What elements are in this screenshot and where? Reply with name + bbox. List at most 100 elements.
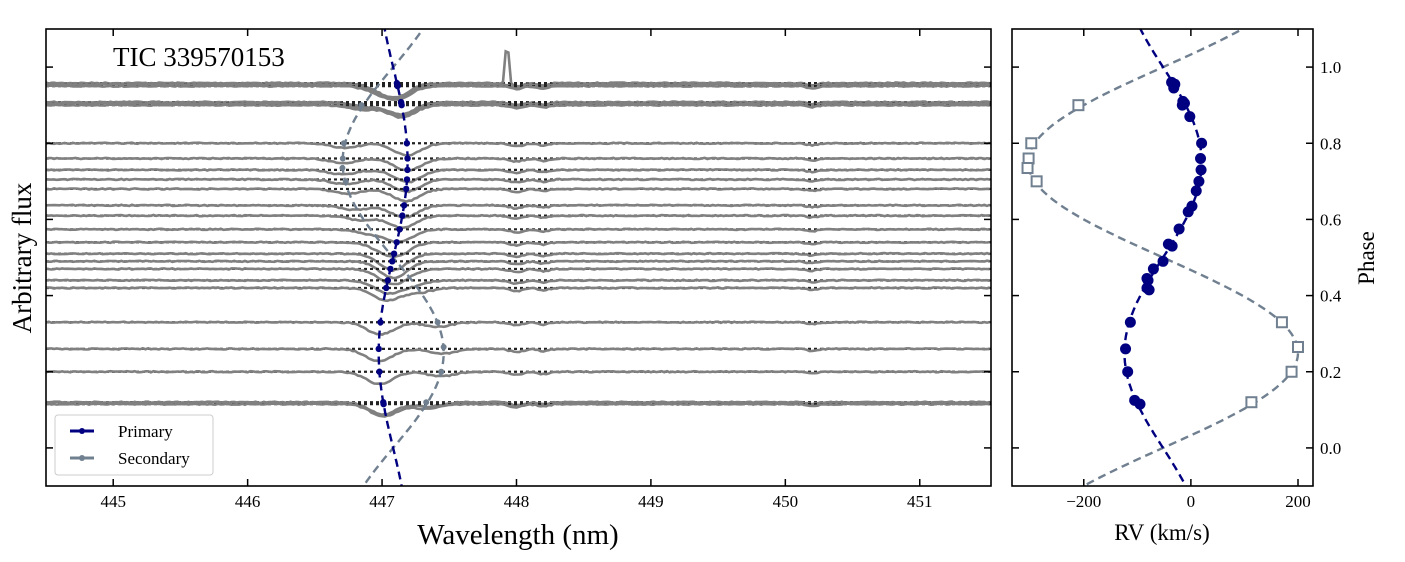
axes: 445 446 447 448 449 450 451 −200 0 200 0.0 0.2 0.4 0.… — [46, 29, 1342, 511]
spectrum-line — [46, 203, 991, 220]
primary-rv-point — [1122, 366, 1134, 378]
phase-tick-label: 0.8 — [1320, 134, 1341, 153]
rv-tick-label: 200 — [1285, 492, 1311, 511]
x-tick-label: 445 — [100, 492, 126, 511]
phase-tick-label: 0.4 — [1320, 287, 1342, 306]
legend-secondary-marker — [79, 455, 85, 461]
secondary-rv-point — [1245, 396, 1258, 409]
primary-rv-point — [1176, 99, 1188, 111]
spectra-panel-marks — [46, 29, 991, 486]
primary-line-marker — [400, 202, 408, 209]
spectrum-line — [46, 167, 990, 184]
primary-line-marker — [393, 239, 400, 246]
spectrum-line — [46, 402, 990, 418]
primary-model-curve — [377, 29, 409, 486]
primary-rv-point — [1184, 111, 1196, 123]
phase-axis-label: Phase — [1354, 231, 1379, 285]
secondary-line-marker — [440, 343, 447, 350]
primary-rv-point — [1190, 185, 1202, 197]
secondary-rv-curve — [1026, 29, 1300, 486]
spectrum-line — [46, 187, 990, 203]
primary-line-marker — [399, 212, 406, 219]
spectrum-line — [46, 240, 990, 258]
primary-line-marker — [382, 284, 390, 292]
spectra-panel-frame — [45, 28, 992, 487]
primary-rv-point — [1166, 240, 1178, 252]
secondary-rv-point — [1025, 137, 1038, 150]
primary-line-marker — [394, 82, 401, 90]
spectrum-line — [46, 156, 990, 172]
spectrum-line — [46, 278, 990, 296]
primary-rv-point — [1120, 343, 1132, 355]
spectrum-line — [46, 346, 990, 363]
primary-line-marker — [389, 258, 396, 265]
spectrum-line — [46, 101, 991, 118]
primary-line-marker — [387, 265, 394, 273]
rv-panel-frame — [1011, 28, 1314, 487]
primary-rv-point — [1173, 223, 1185, 235]
legend-box — [54, 414, 214, 476]
spectrum-line — [46, 267, 990, 286]
primary-rv-point — [1143, 284, 1155, 296]
primary-line-marker — [376, 368, 383, 375]
primary-rv-point — [1193, 175, 1205, 187]
primary-line-marker — [403, 176, 411, 183]
primary-line-marker — [384, 277, 392, 284]
secondary-line-marker — [434, 319, 441, 326]
x-axis-label: Wavelength (nm) — [417, 519, 618, 551]
legend-primary-label: Primary — [118, 422, 173, 441]
chart-title: TIC 339570153 — [113, 42, 285, 72]
secondary-rv-point — [1285, 365, 1298, 378]
spectrum-line — [46, 141, 991, 157]
secondary-line-marker — [339, 165, 346, 172]
spectrum-line — [46, 84, 990, 102]
legend: Primary Secondary — [54, 414, 214, 476]
secondary-rv-point — [1022, 152, 1035, 165]
secondary-line-marker — [358, 102, 365, 109]
secondary-rv-point — [1021, 162, 1034, 175]
secondary-rv-point — [1292, 340, 1305, 353]
secondary-rv-point — [1275, 316, 1288, 329]
spectrum-line — [46, 286, 991, 303]
x-tick-label: 451 — [907, 492, 933, 511]
x-tick-label: 449 — [638, 492, 664, 511]
x-tick-label: 450 — [773, 492, 799, 511]
secondary-line-marker — [342, 178, 349, 185]
primary-line-marker — [377, 319, 384, 326]
phase-tick-label: 0.0 — [1320, 439, 1341, 458]
secondary-line-marker — [340, 140, 347, 147]
spectrum-line — [46, 213, 990, 230]
phase-tick-label: 1.0 — [1320, 58, 1341, 77]
primary-line-marker — [403, 185, 410, 193]
primary-rv-point — [1182, 206, 1194, 218]
primary-rv-point — [1195, 164, 1207, 176]
primary-line-marker — [404, 166, 411, 174]
rv-panel-marks — [1021, 29, 1305, 486]
rv-tick-label: −200 — [1066, 492, 1101, 511]
spectrum-line — [46, 320, 991, 337]
spectrum-line — [46, 251, 991, 273]
x-tick-label: 448 — [504, 492, 530, 511]
spectrum-line — [46, 227, 990, 244]
phase-tick-label: 0.2 — [1320, 363, 1341, 382]
primary-line-marker — [403, 140, 411, 147]
secondary-line-marker — [339, 155, 346, 162]
spectrum-line — [46, 259, 990, 280]
secondary-rv-point — [1072, 99, 1085, 112]
spectrum-line — [46, 369, 990, 386]
primary-rv-point — [1195, 152, 1207, 164]
primary-rv-point — [1157, 255, 1169, 267]
spectrum-line — [46, 400, 991, 417]
x-tick-label: 446 — [235, 492, 261, 511]
primary-rv-point — [1196, 137, 1208, 149]
secondary-line-marker — [423, 399, 430, 406]
legend-primary-marker — [79, 428, 85, 434]
secondary-rv-point — [1030, 175, 1043, 188]
primary-line-marker — [404, 155, 411, 162]
primary-rv-point — [1134, 398, 1146, 410]
secondary-line-marker — [438, 368, 445, 375]
y-axis-label: Arbitrary flux — [7, 182, 37, 333]
x-tick-label: 447 — [369, 492, 395, 511]
primary-line-marker — [398, 101, 405, 109]
